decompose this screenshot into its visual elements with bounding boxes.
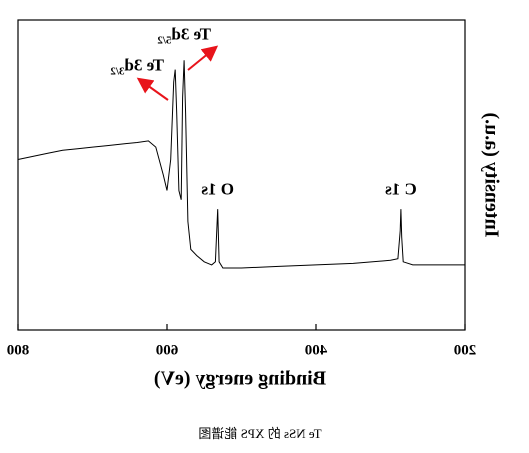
peak-label-sub: 5/2 (157, 34, 172, 46)
peak-label-text: O 1s (201, 179, 234, 198)
x-tick-label: 800 (7, 342, 30, 358)
peak-label: Te 3d3/2 (110, 55, 164, 77)
mirrored-figure: Binding energy (eV) Intensity (a.u.) Te … (7, 19, 502, 441)
peak-label: Te 3d5/2 (157, 24, 211, 46)
arrow (187, 45, 219, 71)
spectrum-line (17, 60, 465, 269)
plot-frame (17, 19, 466, 331)
caption: Te NSs 的 XPS 能谱图 (198, 426, 321, 441)
y-axis-label: Intensity (a.u.) (480, 112, 502, 237)
peak-label: O 1s (201, 179, 234, 198)
x-tick-label: 600 (156, 342, 179, 358)
peak-label-text: Te 3d (124, 55, 164, 74)
peak-label: C 1s (385, 179, 417, 198)
x-tick-label: 400 (305, 342, 328, 358)
arrow (136, 77, 169, 101)
peak-label-text: Te 3d (171, 24, 211, 43)
x-axis-label: Binding energy (eV) (154, 368, 326, 390)
peak-label-text: C 1s (385, 179, 417, 198)
peak-label-sub: 3/2 (110, 65, 125, 77)
x-tick-label: 200 (454, 342, 477, 358)
